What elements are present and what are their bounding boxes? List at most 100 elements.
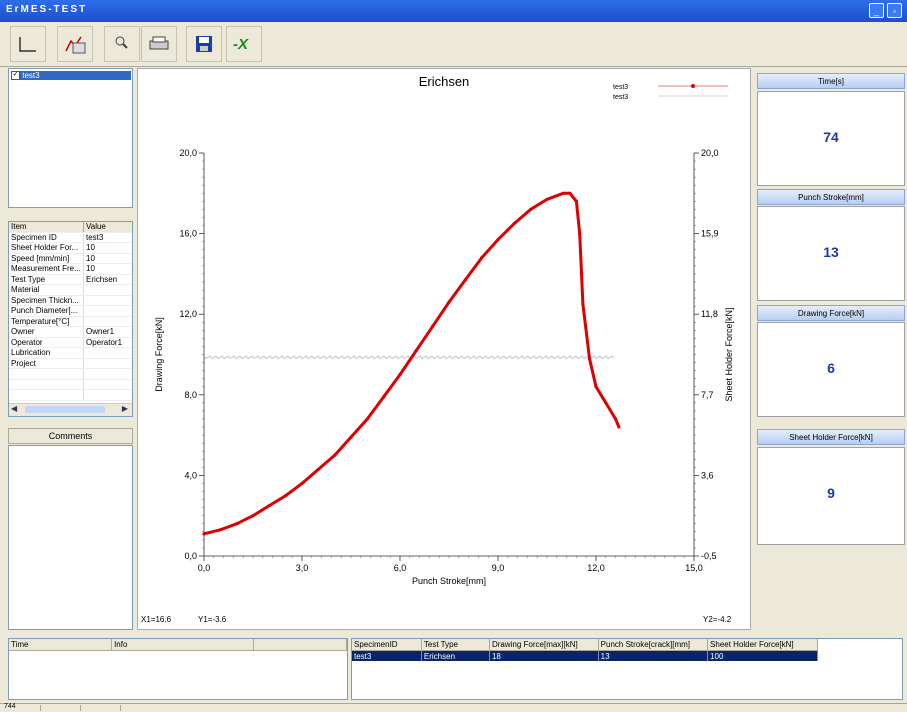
sheet-holder-force-series xyxy=(203,355,615,360)
column-header-test-type[interactable]: Test Type xyxy=(421,639,490,651)
column-header-punch-stroke[interactable]: Punch Stroke[crack][mm] xyxy=(598,639,709,651)
svg-text:-X: -X xyxy=(233,36,249,53)
y-tick-label: 4,0 xyxy=(184,470,197,480)
zoom-button[interactable] xyxy=(104,26,140,62)
y-axis-label: Drawing Force[kN] xyxy=(154,317,164,392)
property-item: Project xyxy=(9,358,84,369)
export-button[interactable]: -X xyxy=(226,26,262,62)
chart-legend: test3 test3 xyxy=(613,84,728,101)
table-row[interactable]: Owner Owner1 xyxy=(9,326,132,338)
table-row xyxy=(9,389,132,401)
punch-stroke-display: 13 xyxy=(757,206,905,301)
column-header-empty[interactable] xyxy=(253,639,347,651)
restore-button[interactable]: ▫ xyxy=(887,3,902,18)
table-row[interactable]: Test Type Erichsen xyxy=(9,274,132,285)
table-row[interactable]: Operator Operator1 xyxy=(9,337,132,348)
print-button[interactable] xyxy=(141,26,177,62)
column-header-drawing-force[interactable]: Drawing Force[max][kN] xyxy=(489,639,599,651)
data-point xyxy=(529,207,533,212)
legend-label-1: test3 xyxy=(613,84,628,91)
properties-table: Item Value Specimen ID test3 Sheet Holder … xyxy=(9,222,132,401)
toolbar: -X xyxy=(0,22,907,67)
scroll-right-icon[interactable]: ▶ xyxy=(121,404,128,413)
time-display: 74 xyxy=(757,91,905,186)
table-row[interactable]: Speed [mm/min] 10 xyxy=(9,253,132,264)
data-point xyxy=(480,256,484,260)
axis-icon xyxy=(19,37,36,52)
print-icon xyxy=(149,36,169,50)
data-point xyxy=(614,417,618,421)
drawing-force-display: 6 xyxy=(757,322,905,417)
data-point xyxy=(398,373,402,377)
table-row[interactable]: Temperature[°C] xyxy=(9,316,132,327)
list-item[interactable]: ✓ test3 xyxy=(11,71,131,80)
data-point xyxy=(382,395,386,399)
column-header-sheet-holder[interactable]: Sheet Holder Force[kN] xyxy=(707,639,818,651)
cell-punch-stroke: 13 xyxy=(598,650,709,661)
status-bar: 744 xyxy=(0,703,907,712)
scroll-left-icon[interactable]: ◀ xyxy=(11,404,18,413)
data-point xyxy=(284,493,288,498)
graph-settings-button[interactable] xyxy=(57,26,93,62)
property-item: Operator xyxy=(9,337,84,348)
comments-button[interactable]: Comments xyxy=(8,428,133,444)
data-point xyxy=(496,238,500,242)
table-row[interactable]: Specimen Thickn... xyxy=(9,295,132,306)
cursor-x1: X1=16.6 xyxy=(141,615,172,624)
data-point xyxy=(251,514,255,518)
comments-box[interactable] xyxy=(8,445,133,630)
table-row[interactable]: Material xyxy=(9,284,132,296)
table-row[interactable]: Lubrication xyxy=(9,347,132,359)
y2-tick-label: 20,0 xyxy=(701,148,719,158)
data-point xyxy=(300,481,304,486)
property-item: Measurement Fre... xyxy=(9,263,84,275)
results-table: SpecimenID Test Type Drawing Force[max][… xyxy=(351,638,903,700)
results-header: SpecimenID Test Type Drawing Force[max][… xyxy=(352,639,818,651)
data-point xyxy=(267,504,271,508)
y2-tick-label: 15,9 xyxy=(701,229,719,239)
status-field xyxy=(80,705,117,711)
table-row[interactable]: Sheet Holder For... 10 xyxy=(9,242,132,254)
log-table: Time Info xyxy=(8,638,348,700)
export-icon: -X xyxy=(233,36,249,53)
data-point xyxy=(568,191,572,195)
table-row xyxy=(9,368,132,380)
property-item: Speed [mm/min] xyxy=(9,253,84,264)
data-point xyxy=(561,191,565,195)
status-field xyxy=(120,705,157,711)
data-point xyxy=(617,425,621,429)
x-axis-label: Punch Stroke[mm] xyxy=(412,576,486,586)
property-value: test3 xyxy=(83,232,132,243)
zoom-icon xyxy=(115,36,128,49)
column-header-time[interactable]: Time xyxy=(9,639,113,651)
y-tick-label: 12,0 xyxy=(179,309,197,319)
table-row[interactable]: Specimen ID test3 xyxy=(9,232,132,243)
specimen-label: test3 xyxy=(22,71,40,80)
horizontal-scrollbar[interactable]: ◀ ▶ xyxy=(9,403,132,416)
window-title: ErMES-TEST xyxy=(6,4,88,15)
x-tick-label: 6,0 xyxy=(394,563,407,573)
save-button[interactable] xyxy=(186,26,222,62)
cell-test-type: Erichsen xyxy=(421,650,490,661)
column-header-info[interactable]: Info xyxy=(111,639,255,651)
y2-tick-label: 7,7 xyxy=(701,390,714,400)
checkbox-icon[interactable]: ✓ xyxy=(11,71,20,80)
legend-marker-1 xyxy=(691,84,695,88)
axis-button[interactable] xyxy=(10,26,46,62)
punch-stroke-label: Punch Stroke[mm] xyxy=(757,189,905,205)
property-value: Owner1 xyxy=(83,326,132,338)
minimize-button[interactable]: _ xyxy=(869,3,884,18)
table-row[interactable]: test3 Erichsen 18 13 100 xyxy=(352,650,818,661)
column-header-specimen-id[interactable]: SpecimenID xyxy=(352,639,422,651)
data-point xyxy=(349,435,353,439)
title-bar: ErMES-TEST _ ▫ xyxy=(0,0,907,22)
property-value xyxy=(83,316,132,327)
scrollbar-thumb[interactable] xyxy=(25,406,105,413)
data-point xyxy=(587,356,592,361)
property-item: Lubrication xyxy=(9,347,84,359)
table-row[interactable]: Punch Diameter[... xyxy=(9,305,132,317)
table-row[interactable]: Project xyxy=(9,358,132,369)
table-row[interactable]: Measurement Fre... 10 xyxy=(9,263,132,275)
sheet-holder-force-label: Sheet Holder Force[kN] xyxy=(757,429,905,445)
specimen-list: ✓ test3 xyxy=(8,68,133,208)
